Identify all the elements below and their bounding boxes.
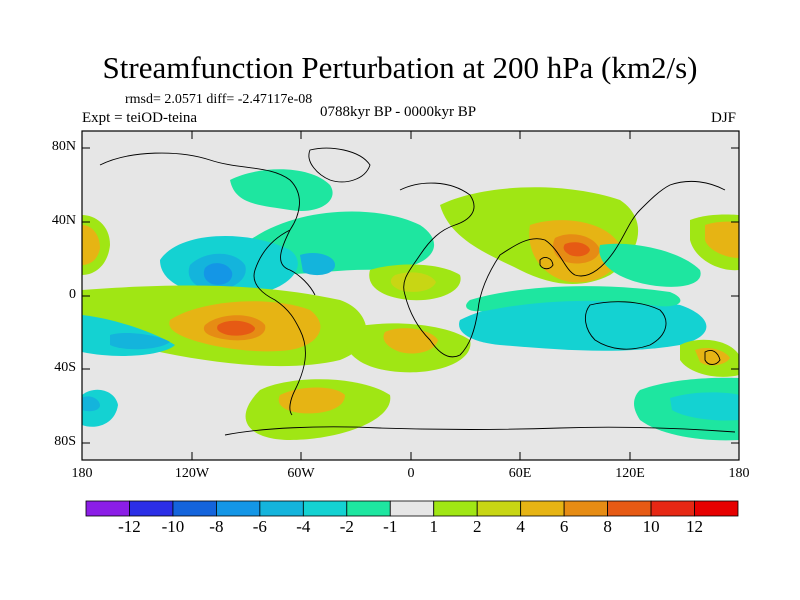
colorbar-swatch [433,500,478,517]
contour-cyan-southern-pacific-core [670,392,739,421]
colorbar-label: -1 [383,517,398,536]
contour-cyan-south-band [110,332,170,350]
colorbar-swatch [563,500,609,517]
experiment-label: Expt = teiOD-teina [82,110,198,126]
contour-fields [82,147,739,441]
contour-blue-antarctic [82,396,100,412]
colorbar-label: 2 [472,517,482,536]
lat-label-80n: 80N [51,139,76,154]
lon-label-60w: 60W [287,466,315,481]
season-label: DJF [711,110,737,126]
contour-yellow-south-atlantic [383,328,438,354]
colorbar-swatch [172,500,217,517]
colorbar-swatch [520,500,565,517]
contour-dark-blue-core [203,263,233,285]
contour-green-indian-edge [466,286,681,312]
contour-cyan-indian-ocean [459,296,707,351]
lon-label-0: 0 [407,466,415,481]
colorbar-label: 8 [603,517,612,536]
colorbar-label: 4 [516,517,525,536]
colorbar-label: -6 [252,517,267,536]
lon-label-120w: 120W [174,466,210,481]
contour-yellow-north-pacific-east [705,221,739,258]
colorbar-swatch [607,500,652,517]
colorbar-label: -4 [296,517,311,536]
colorbar-label: -2 [339,517,354,536]
lat-label-80s: 80S [54,434,76,449]
contour-yellow-north-pacific-west [82,225,100,265]
coastlines [99,147,736,436]
colorbar-label: 10 [642,517,660,536]
lon-label-180e: 180 [728,466,750,481]
colorbar-swatch [346,500,391,517]
contour-yellow-southern-atlantic [278,387,345,414]
contour-orange-west-pacific [695,347,730,366]
colorbar-swatch [476,500,522,517]
contour-red-asia [563,242,590,257]
lon-label-180w: 180 [71,466,93,481]
colorbar-swatch [650,500,695,517]
colorbar-swatch [215,500,261,517]
contour-red-core [217,320,255,336]
axis-ticks [81,131,740,460]
colorbar-swatch [694,500,739,517]
lon-label-120e: 120E [615,466,645,481]
colorbar [85,500,739,517]
colorbar-swatch [259,500,304,517]
contour-cyan-north-atlantic [230,169,333,211]
lon-label-60e: 60E [508,466,532,481]
colorbar-label: -8 [209,517,224,536]
stats-label: rmsd= 2.0571 diff= -2.47117e-08 [125,92,313,107]
map-title: Streamfunction Perturbation at 200 hPa (… [102,50,698,85]
colorbar-label: -12 [118,517,141,536]
colorbar-swatch [389,500,435,517]
lat-label-40s: 40S [54,360,76,375]
colorbar-swatch [302,500,348,517]
lat-label-0: 0 [69,287,76,302]
lat-label-40n: 40N [51,213,76,228]
contour-yellow-africa [390,272,436,292]
colorbar-label: -10 [161,517,185,536]
contour-cyan-atlantic [300,253,335,276]
colorbar-label: 6 [559,517,569,536]
colorbar-swatch [85,500,130,517]
colorbar-label: 12 [686,517,704,536]
contour-cyan-east-pacific [599,243,701,287]
colorbar-label: 1 [429,517,438,536]
period-label: 0788kyr BP - 0000kyr BP [320,104,477,120]
colorbar-swatch [129,500,174,517]
